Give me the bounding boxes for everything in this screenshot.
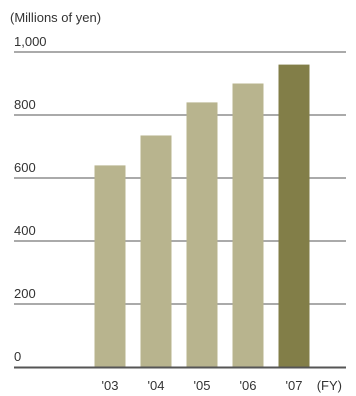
- x-tick-label: '05: [194, 378, 211, 393]
- x-tick-label: '03: [102, 378, 119, 393]
- y-tick-label: 600: [14, 160, 36, 175]
- x-tick-label: '04: [148, 378, 165, 393]
- y-tick-label: 0: [14, 349, 21, 364]
- bar: [278, 64, 310, 367]
- x-tick-labels: '03 '04 '05 '06 '07: [102, 378, 303, 393]
- unit-label: (Millions of yen): [10, 10, 102, 25]
- y-tick-label: 200: [14, 286, 36, 301]
- bars: [94, 64, 310, 368]
- x-tick-label: '07: [286, 378, 303, 393]
- bar: [186, 102, 218, 368]
- y-tick-labels: 1,000 800 600 400 200 0: [14, 34, 47, 364]
- x-axis-unit-label: (FY): [317, 378, 342, 393]
- y-tick-label: 400: [14, 223, 36, 238]
- x-tick-label: '06: [240, 378, 257, 393]
- y-tick-label: 800: [14, 97, 36, 112]
- bar: [140, 135, 172, 367]
- y-tick-label: 1,000: [14, 34, 47, 49]
- bar: [94, 165, 126, 367]
- bar: [232, 83, 264, 367]
